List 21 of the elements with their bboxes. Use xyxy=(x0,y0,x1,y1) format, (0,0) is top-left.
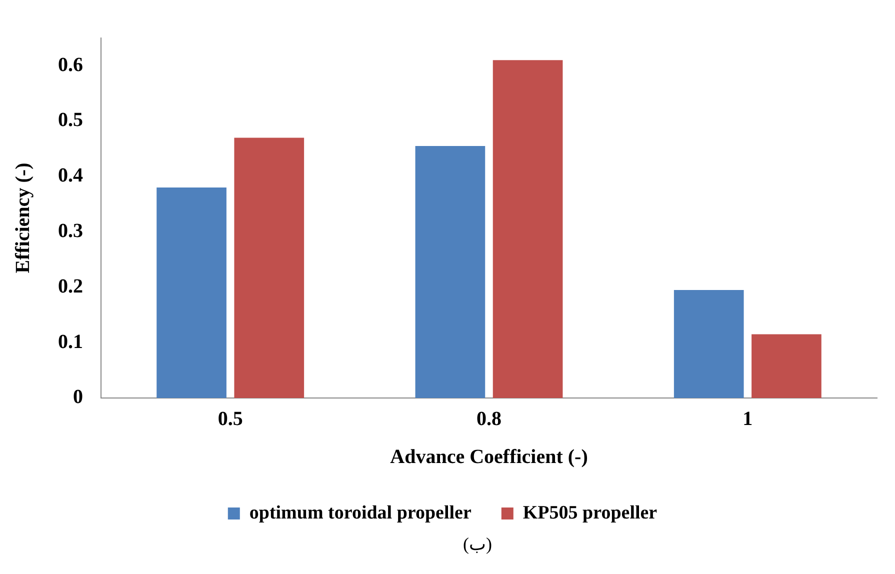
bar xyxy=(415,146,486,398)
y-tick-label: 0.1 xyxy=(58,330,83,353)
bar xyxy=(674,290,744,398)
y-tick-label: 0.2 xyxy=(58,275,83,298)
y-tick-label: 0.3 xyxy=(58,220,83,242)
bar xyxy=(492,60,563,398)
legend-label: optimum toroidal propeller xyxy=(249,502,472,524)
y-tick-label: 0.4 xyxy=(58,164,83,187)
y-axis-title: Efficiency (-) xyxy=(12,162,34,274)
y-tick-label: 0.6 xyxy=(58,54,83,76)
x-tick-label: 1 xyxy=(742,408,753,430)
text: (ب) xyxy=(462,533,493,555)
x-tick-label: 0.8 xyxy=(476,408,502,430)
x-axis-title: Advance Coefficient (-) xyxy=(390,446,588,468)
y-tick-label: 0 xyxy=(73,386,83,408)
x-tick-label: 0.5 xyxy=(218,408,243,430)
bar xyxy=(752,334,822,398)
bar xyxy=(156,188,226,398)
y-tick-label: 0.5 xyxy=(58,109,83,132)
bar xyxy=(234,138,304,398)
legend-label: KP505 propeller xyxy=(522,502,658,524)
